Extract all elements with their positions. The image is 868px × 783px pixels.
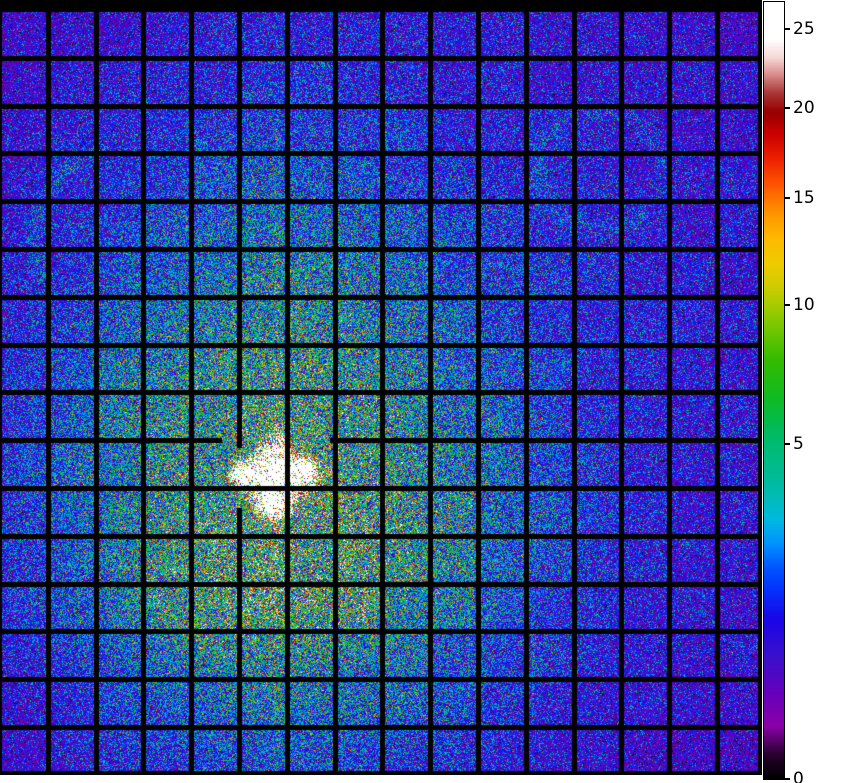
colorbar-tick-label: 25 [793, 19, 815, 39]
colorbar-tick-label: 0 [793, 769, 804, 783]
colorbar-tick-label: 5 [793, 434, 804, 454]
colorbar-tick-mark [785, 443, 790, 445]
colorbar-tick-label: 20 [793, 98, 815, 118]
colorbar-tick-mark [785, 197, 790, 199]
colorbar-tick-mark [785, 107, 790, 109]
xray-image-canvas [0, 0, 762, 775]
colorbar-tick-mark [785, 304, 790, 306]
colorbar-tick-mark [785, 28, 790, 30]
colorbar-tick-label: 10 [793, 295, 815, 315]
colorbar-tick-mark [785, 778, 790, 780]
colorbar-tick-label: 15 [793, 188, 815, 208]
colorbar-gradient [763, 1, 785, 780]
